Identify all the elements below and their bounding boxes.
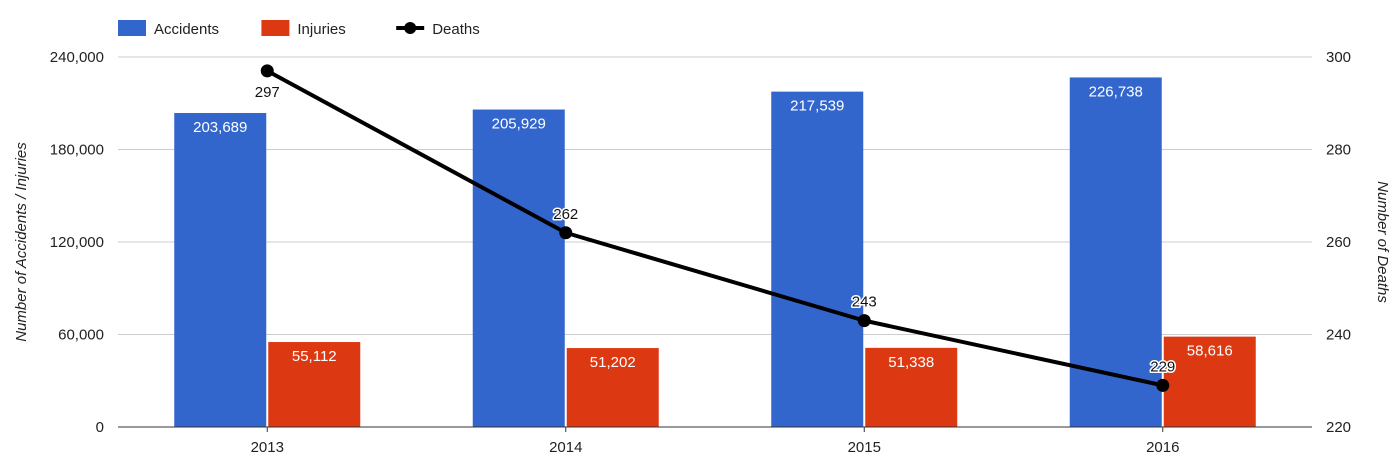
- y-axis-right-title: Number of Deaths: [1374, 181, 1391, 303]
- bar-value-label: 51,202: [590, 354, 636, 371]
- legend-swatch: [118, 20, 146, 36]
- deaths-line-layer: [260, 64, 1170, 392]
- bar-accidents-2014[interactable]: [472, 109, 565, 427]
- bar-value-label: 55,112: [292, 348, 337, 365]
- bar-injuries-2016[interactable]: [1163, 336, 1256, 427]
- bar-accidents-2013[interactable]: [174, 112, 267, 427]
- y-right-tick-label: 260: [1326, 234, 1351, 251]
- legend-label: Accidents: [154, 21, 219, 38]
- bar-injuries-2013[interactable]: [268, 342, 361, 427]
- deaths-point-2014[interactable]: [559, 226, 573, 240]
- bar-injuries-2015[interactable]: [865, 347, 958, 427]
- deaths-value-label: 229: [1150, 358, 1175, 375]
- legend-label: Deaths: [432, 21, 480, 38]
- y-axis-left-title: Number of Accidents / Injuries: [13, 142, 30, 342]
- bar-value-label: 58,616: [1187, 343, 1233, 360]
- legend-item-injuries[interactable]: Injuries: [261, 20, 346, 38]
- axes: 0 60,000 120,000 180,000 240,000 220 240 260 280…: [50, 49, 1351, 456]
- legend-item-deaths[interactable]: Deaths: [396, 21, 480, 38]
- deaths-value-label: 297: [255, 84, 280, 101]
- x-tick-label: 2013: [251, 439, 284, 456]
- x-tick-label: 2016: [1146, 439, 1179, 456]
- bar-injuries-2014[interactable]: [566, 348, 659, 427]
- x-tick-label: 2015: [848, 439, 881, 456]
- bars: [174, 77, 1256, 427]
- legend-label: Injuries: [297, 21, 345, 38]
- deaths-line: [266, 69, 1164, 388]
- legend[interactable]: Accidents Injuries Deaths: [118, 20, 480, 38]
- y-right-tick-label: 280: [1326, 142, 1351, 159]
- y-left-tick-label: 240,000: [50, 49, 104, 66]
- legend-swatch: [261, 20, 290, 36]
- y-left-tick-label: 0: [96, 419, 104, 436]
- bar-value-label: 217,539: [790, 98, 844, 115]
- bar-accidents-2015[interactable]: [771, 91, 864, 427]
- bar-value-label: 205,929: [492, 116, 546, 133]
- y-right-tick-label: 220: [1326, 419, 1351, 436]
- y-left-tick-label: 180,000: [50, 142, 104, 159]
- y-right-tick-label: 300: [1326, 49, 1351, 66]
- deaths-point-2013[interactable]: [260, 64, 274, 78]
- deaths-point-2016[interactable]: [1156, 378, 1170, 392]
- data-labels: 203,689 55,112 205,929 51,202 217,539 51,338 2…: [193, 82, 1233, 377]
- bar-value-label: 203,689: [193, 119, 247, 136]
- deaths-value-label: 262: [553, 206, 578, 223]
- y-left-tick-label: 120,000: [50, 234, 104, 251]
- legend-item-accidents[interactable]: Accidents: [118, 20, 219, 38]
- deaths-point-2015[interactable]: [857, 314, 871, 328]
- y-right-tick-label: 240: [1326, 327, 1351, 344]
- deaths-value-label: 243: [852, 294, 877, 311]
- bar-value-label: 226,738: [1089, 83, 1143, 100]
- legend-swatch-point: [404, 22, 417, 34]
- y-left-tick-label: 60,000: [58, 327, 104, 344]
- bar-value-label: 51,338: [888, 354, 934, 371]
- x-tick-label: 2014: [549, 439, 582, 456]
